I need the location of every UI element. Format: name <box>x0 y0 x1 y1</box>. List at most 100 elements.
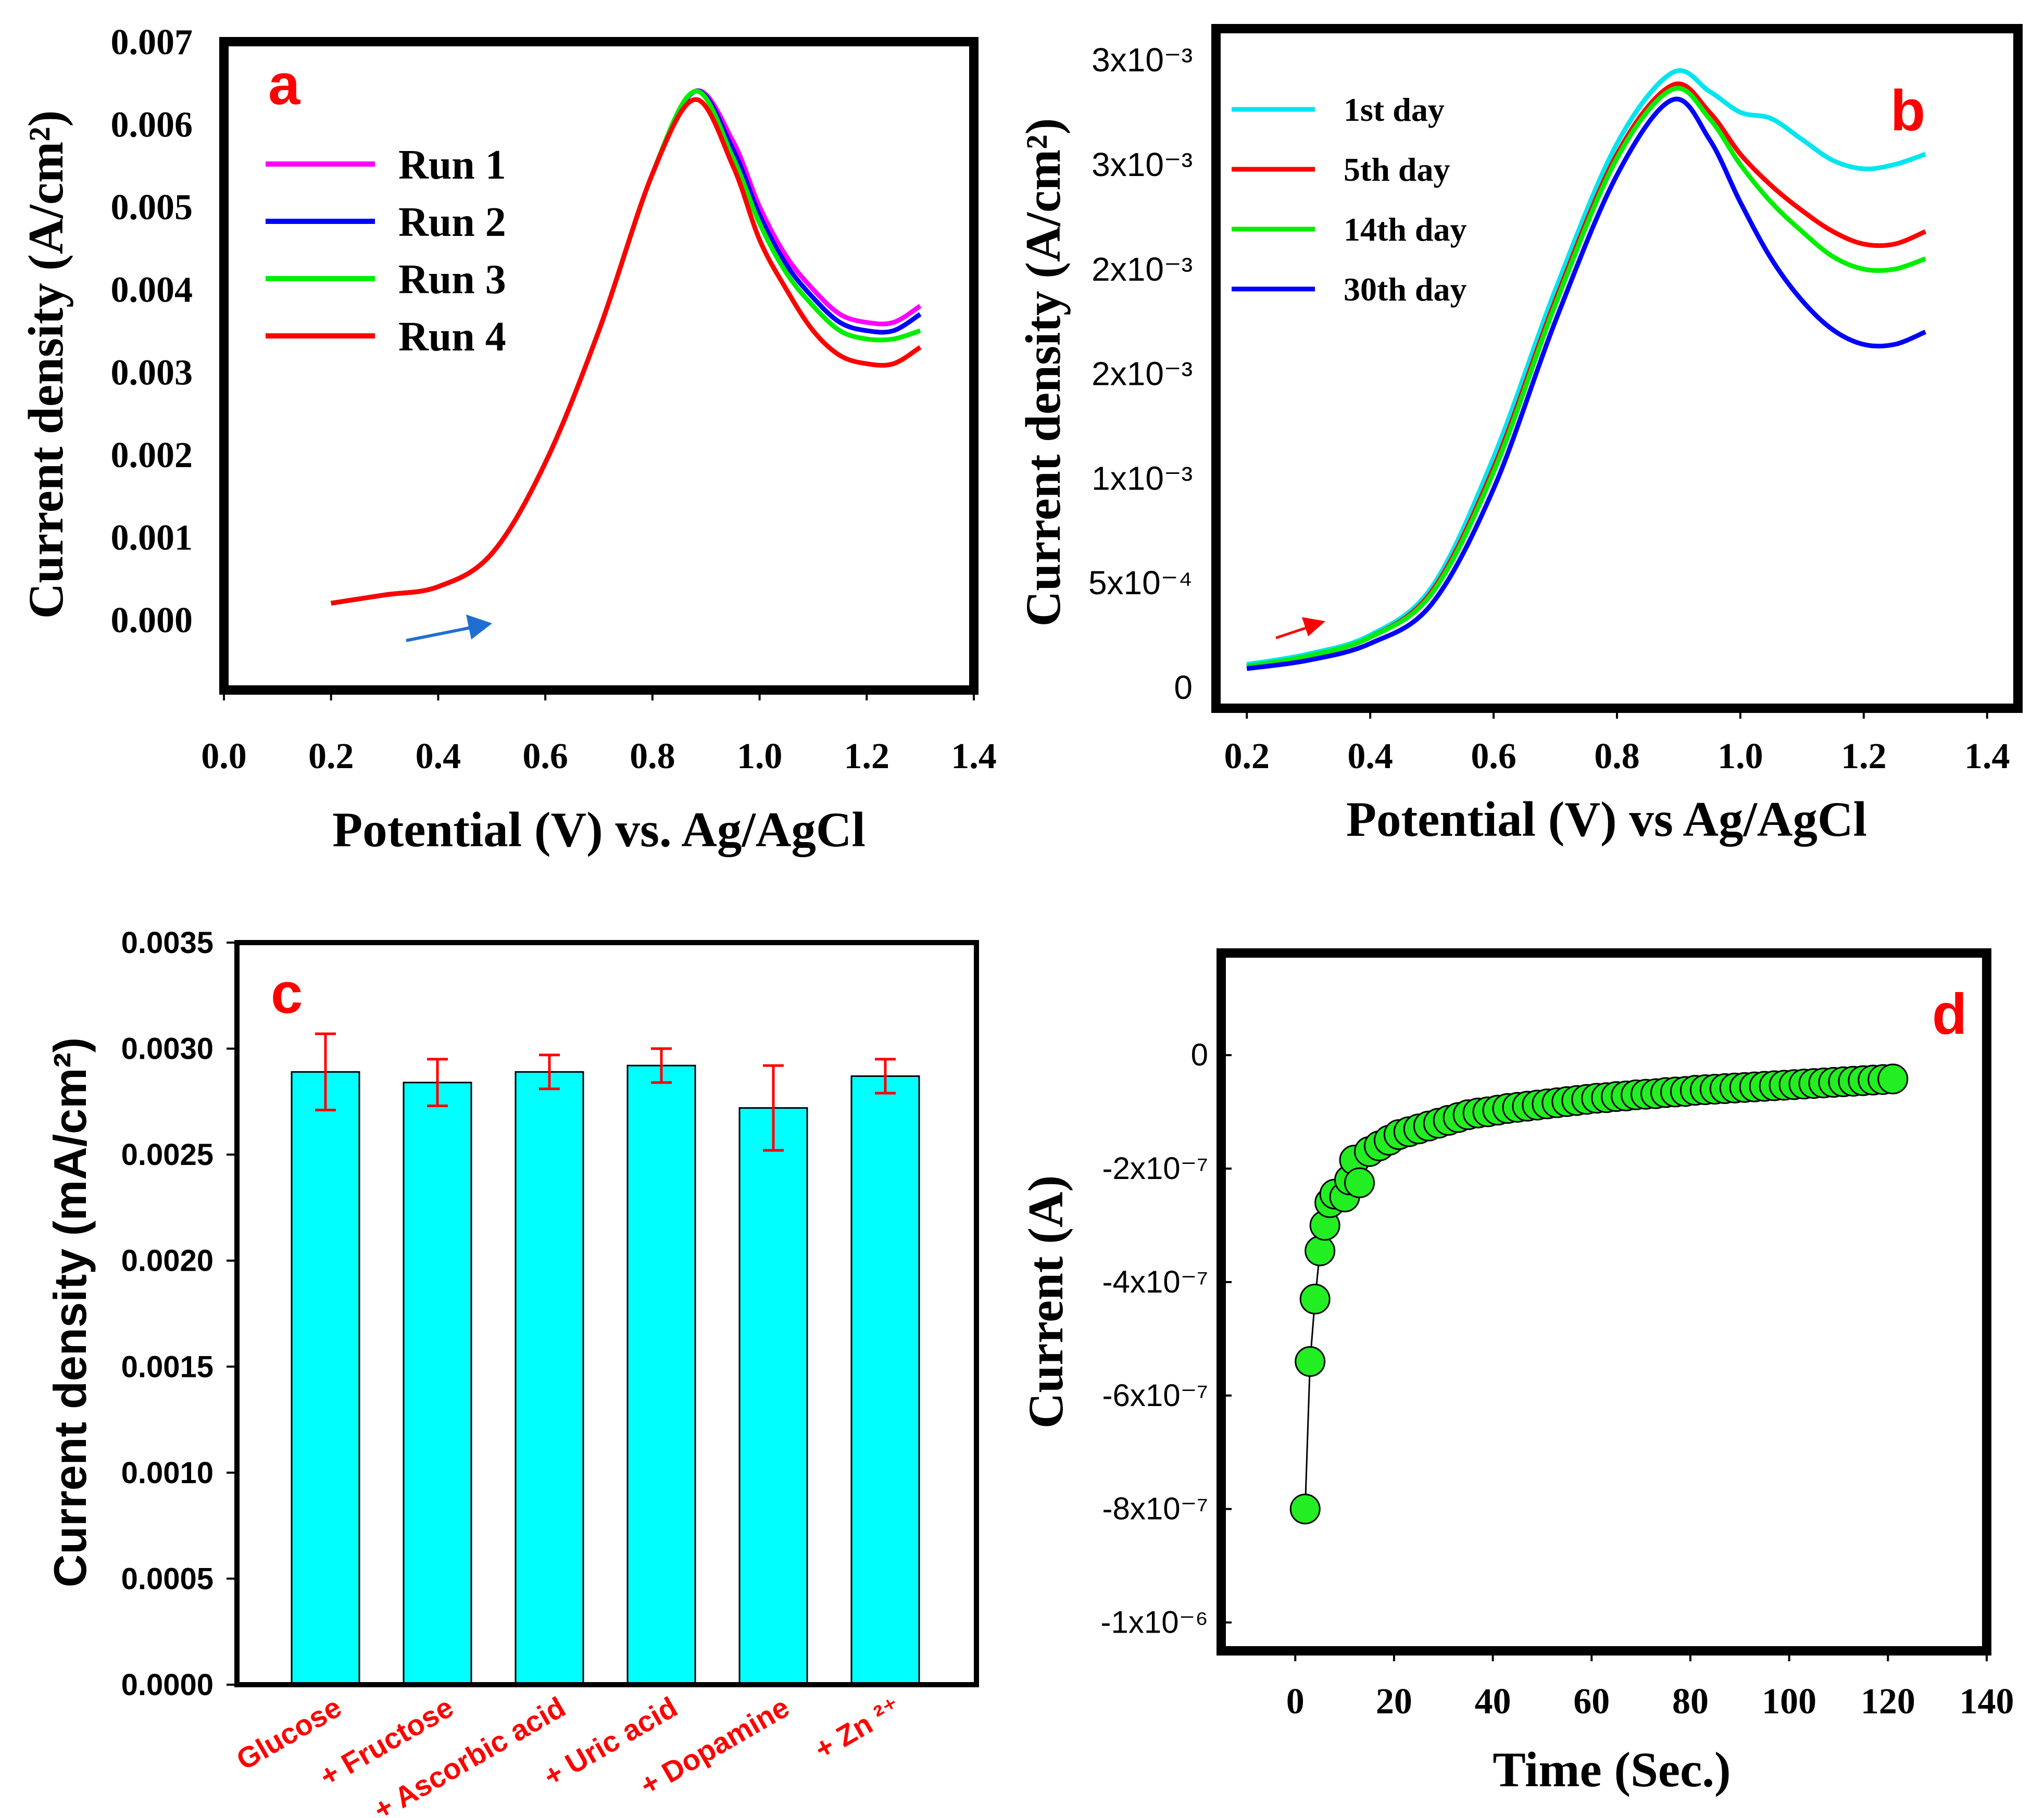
panel-d-y-ticks: 0 -2x10⁻⁷ -4x10⁻⁷ -6x10⁻⁷ -8x10⁻⁷ -1x10⁻⁶ <box>1101 1037 1232 1640</box>
panel-c-bar-3 <box>515 1071 584 1686</box>
panel-b-x-ticks: 0.2 0.4 0.6 0.8 1.0 1.2 1.4 <box>1224 708 2010 776</box>
panel-a-legend-label-1: Run 1 <box>398 142 506 188</box>
panel-d-x-tick-label: 0 <box>1286 1682 1305 1722</box>
panel-c: 0.0000 0.0005 0.0010 0.0015 0.0020 0.0025 0.00… <box>44 926 979 1818</box>
panel-a-x-tick-label: 1.2 <box>844 736 890 776</box>
panel-b-x-tick-label: 0.2 <box>1224 736 1270 776</box>
panel-b-series-line-4 <box>1246 96 1927 671</box>
panel-a-arrow-shaft <box>406 626 472 642</box>
panel-a-x-tick-label: 1.4 <box>951 736 997 776</box>
panel-a-arrow-head <box>466 615 492 640</box>
panel-b-y-tick-label: 3x10⁻³ <box>1092 146 1193 183</box>
panel-a-x-label: Potential (V) vs. Ag/AgCl <box>332 802 866 857</box>
panel-c-letter: c <box>271 961 303 1025</box>
panel-b-x-tick-label: 1.2 <box>1841 736 1887 776</box>
panel-c-categories: Glucose+ Fructose+ Ascorbic acid+ Uric a… <box>231 1690 907 1818</box>
panel-a-y-tick-label: 0.005 <box>111 187 193 228</box>
panel-a-x-tick-label: 0.4 <box>416 736 461 776</box>
panel-c-y-tick-label: 0.0035 <box>121 926 214 960</box>
panel-d-x-tick-label: 100 <box>1762 1682 1816 1722</box>
panel-a-y-tick-label: 0.004 <box>111 270 193 310</box>
panel-b-y-tick-label: 1x10⁻³ <box>1092 459 1193 497</box>
panel-a-y-tick-label: 0.006 <box>111 105 193 145</box>
panel-a-x-tick-label: 0.0 <box>201 736 247 776</box>
panel-b-x-tick-label: 0.6 <box>1471 736 1516 776</box>
panel-a-legend-label-2: Run 2 <box>398 199 506 245</box>
panel-c-y-tick-label: 0.0015 <box>121 1350 214 1384</box>
panel-a-arrow <box>406 615 492 642</box>
panel-a-y-tick-label: 0.000 <box>111 600 193 641</box>
panel-b-plot-area <box>1246 68 1927 671</box>
panel-c-y-tick-label: 0.0020 <box>121 1244 214 1278</box>
panel-c-bar-4 <box>626 1064 696 1686</box>
panel-c-y-label: Current density (mA/cm²) <box>44 1037 96 1587</box>
panel-b-y-label: Current density (A/cm²) <box>1015 118 1071 627</box>
panel-a-legend: Run 1 Run 2 Run 3 Run 4 <box>266 142 506 360</box>
panel-d-y-tick-label: -1x10⁻⁶ <box>1101 1605 1208 1640</box>
panel-b-y-tick-label: 2x10⁻³ <box>1092 355 1193 393</box>
panel-d-letter: d <box>1932 982 1967 1046</box>
panel-d-data-point <box>1305 1235 1336 1267</box>
panel-b-legend-label-2: 5th day <box>1344 151 1450 188</box>
panel-d-data-point <box>1877 1063 1909 1095</box>
panel-c-y-tick-label: 0.0030 <box>121 1032 214 1066</box>
panel-b-legend: 1st day 5th day 14th day 30th day <box>1232 91 1467 308</box>
panel-d-y-label: Current (A) <box>1018 1175 1073 1428</box>
panel-d-x-tick-label: 60 <box>1573 1682 1610 1722</box>
panel-b-letter: b <box>1890 79 1925 143</box>
panel-c-y-ticks: 0.0000 0.0005 0.0010 0.0015 0.0020 0.0025 0.00… <box>121 926 237 1702</box>
panel-b-y-tick-label: 5x10⁻⁴ <box>1088 564 1193 601</box>
panel-a-y-tick-label: 0.003 <box>111 353 193 393</box>
panel-b-series-line-3 <box>1246 85 1926 669</box>
panel-b-y-ticks: 0 5x10⁻⁴ 1x10⁻³ 2x10⁻³ 2x10⁻³ 3x10⁻³ 3x10⁻³ <box>1088 41 1193 706</box>
panel-a-series-line-4 <box>331 97 922 606</box>
panel-a: 0.0 0.2 0.4 0.6 0.8 1.0 1.2 1.4 0.000 0.001 0.002… <box>18 22 997 857</box>
panel-b-arrow-head <box>1302 617 1325 636</box>
panel-c-category-label: + Ascorbic acid <box>368 1690 571 1818</box>
panel-b-x-tick-label: 0.4 <box>1347 736 1393 776</box>
panel-a-letter: a <box>268 53 300 117</box>
panel-a-x-tick-label: 0.6 <box>522 736 568 776</box>
panel-b-x-tick-label: 0.8 <box>1594 736 1640 776</box>
panel-d-x-tick-label: 20 <box>1376 1682 1412 1722</box>
panel-a-x-ticks: 0.0 0.2 0.4 0.6 0.8 1.0 1.2 1.4 <box>201 690 997 776</box>
panel-d-y-tick-label: -2x10⁻⁷ <box>1102 1151 1208 1186</box>
panel-b-x-tick-label: 1.4 <box>1964 736 2010 776</box>
panel-c-y-tick-label: 0.0000 <box>121 1668 214 1702</box>
panel-b-x-tick-label: 1.0 <box>1717 736 1763 776</box>
panel-d-frame <box>1217 948 1991 1656</box>
panel-b-legend-label-3: 14th day <box>1344 211 1467 248</box>
panel-a-y-tick-label: 0.002 <box>111 435 193 475</box>
panel-b-y-tick-label: 2x10⁻³ <box>1092 250 1193 288</box>
panel-c-bar-6 <box>850 1075 920 1686</box>
panel-d-data-point <box>1344 1167 1375 1198</box>
panel-d-x-tick-label: 120 <box>1861 1682 1915 1722</box>
panel-a-y-label: Current density (A/cm²) <box>18 110 73 619</box>
panel-a-y-ticks: 0.000 0.001 0.002 0.003 0.004 0.005 0.006 0.007 <box>111 22 193 641</box>
panel-b-x-label: Potential (V) vs Ag/AgCl <box>1346 792 1867 847</box>
panel-c-category-label: + Zn ²⁺ <box>809 1690 907 1766</box>
panel-b-legend-label-4: 30th day <box>1344 271 1467 308</box>
panel-a-plot-area <box>331 88 922 606</box>
panel-c-bar-2 <box>403 1082 472 1686</box>
panel-b-legend-label-1: 1st day <box>1344 91 1445 128</box>
panel-c-y-tick-label: 0.0010 <box>121 1456 214 1490</box>
panel-a-x-tick-label: 0.2 <box>308 736 354 776</box>
panel-d-x-tick-label: 40 <box>1475 1682 1511 1722</box>
panel-d-data-point <box>1295 1346 1326 1377</box>
panel-d-data-point <box>1289 1494 1321 1525</box>
panel-c-bar-5 <box>738 1107 808 1686</box>
panel-d-x-ticks: 0 20 40 60 80 100 120 140 <box>1286 1651 2014 1722</box>
panel-c-bar-1 <box>291 1071 360 1686</box>
panel-a-legend-label-4: Run 4 <box>398 314 506 360</box>
panel-a-frame <box>219 37 979 695</box>
panel-a-y-tick-label: 0.001 <box>111 518 193 558</box>
panel-c-frame <box>234 940 979 1687</box>
panel-d-y-tick-label: 0 <box>1191 1037 1208 1072</box>
panel-d-x-label: Time (Sec.) <box>1493 1742 1730 1797</box>
panel-c-y-tick-label: 0.0025 <box>121 1138 214 1172</box>
panel-b-arrow <box>1275 617 1325 640</box>
panel-d-x-tick-label: 80 <box>1672 1682 1709 1722</box>
panel-a-x-tick-label: 1.0 <box>737 736 783 776</box>
